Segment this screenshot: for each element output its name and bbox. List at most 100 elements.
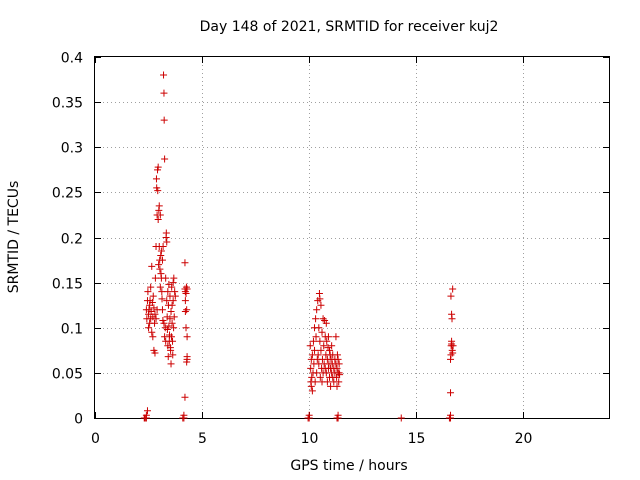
data-point bbox=[163, 326, 171, 334]
data-point bbox=[169, 351, 177, 359]
data-point bbox=[181, 393, 189, 401]
y-tick-label: 0.05 bbox=[52, 367, 83, 383]
data-point bbox=[156, 211, 164, 219]
data-point bbox=[159, 243, 167, 251]
data-point bbox=[160, 116, 168, 124]
data-point bbox=[156, 265, 164, 273]
data-point bbox=[162, 274, 170, 282]
data-point bbox=[183, 285, 191, 293]
data-point bbox=[449, 342, 457, 350]
data-point bbox=[316, 337, 324, 345]
data-point bbox=[309, 337, 317, 345]
data-point bbox=[311, 346, 319, 354]
data-point bbox=[317, 301, 325, 309]
data-point bbox=[183, 306, 191, 314]
data-point bbox=[158, 256, 166, 264]
y-tick-label: 0.1 bbox=[61, 322, 83, 338]
plot-frame bbox=[94, 56, 610, 419]
x-axis-label: GPS time / hours bbox=[290, 458, 407, 474]
data-point bbox=[171, 288, 179, 296]
data-point bbox=[324, 333, 332, 341]
data-point bbox=[152, 315, 160, 323]
data-point bbox=[169, 279, 177, 287]
chart-title: Day 148 of 2021, SRMTID for receiver kuj… bbox=[200, 19, 499, 35]
y-axis-label: SRMTID / TECUs bbox=[6, 181, 22, 294]
data-point bbox=[307, 355, 315, 363]
data-point bbox=[145, 324, 153, 332]
data-point bbox=[323, 378, 331, 386]
data-point bbox=[167, 308, 175, 316]
data-point bbox=[448, 315, 456, 323]
data-point bbox=[151, 274, 159, 282]
y-tick-label: 0.15 bbox=[52, 277, 83, 293]
data-point bbox=[182, 283, 190, 291]
data-point bbox=[181, 259, 189, 267]
x-axis: 0 5 10 15 20 bbox=[91, 57, 532, 447]
data-point bbox=[180, 411, 188, 419]
data-point bbox=[168, 283, 176, 291]
y-tick-label: 0.35 bbox=[52, 96, 83, 112]
data-point bbox=[333, 351, 341, 359]
y-tick-label: 0.3 bbox=[61, 141, 83, 157]
data-point bbox=[169, 337, 177, 345]
data-point bbox=[163, 238, 171, 246]
data-point bbox=[305, 411, 313, 419]
data-point bbox=[313, 306, 321, 314]
data-point bbox=[154, 215, 162, 223]
data-point bbox=[168, 301, 176, 309]
data-point bbox=[157, 252, 165, 260]
data-point bbox=[307, 382, 315, 390]
data-point bbox=[152, 175, 160, 183]
data-point bbox=[182, 324, 190, 332]
data-point bbox=[307, 364, 315, 372]
data-point bbox=[447, 292, 455, 300]
data-point bbox=[147, 283, 155, 291]
data-point bbox=[163, 297, 171, 305]
data-point bbox=[308, 387, 316, 395]
data-point bbox=[150, 304, 158, 312]
data-point bbox=[171, 292, 179, 300]
data-point bbox=[158, 288, 166, 296]
data-point bbox=[447, 411, 455, 419]
data-point bbox=[166, 315, 174, 323]
data-points bbox=[140, 71, 457, 422]
data-point bbox=[333, 364, 341, 372]
x-tick-label: 20 bbox=[515, 431, 533, 447]
y-tick-label: 0.2 bbox=[61, 232, 83, 248]
x-tick-label: 10 bbox=[301, 431, 319, 447]
x-tick-label: 5 bbox=[198, 431, 207, 447]
data-point bbox=[315, 324, 323, 332]
data-point bbox=[151, 319, 159, 327]
data-point bbox=[158, 295, 166, 303]
data-point bbox=[168, 319, 176, 327]
data-point bbox=[326, 346, 334, 354]
data-point bbox=[320, 342, 328, 350]
data-point bbox=[144, 288, 152, 296]
data-point bbox=[182, 289, 190, 297]
y-tick-label: 0 bbox=[74, 412, 83, 428]
data-point bbox=[447, 389, 455, 397]
data-point bbox=[156, 283, 164, 291]
data-point bbox=[149, 333, 157, 341]
data-point bbox=[312, 333, 320, 341]
data-point bbox=[335, 378, 343, 386]
data-point bbox=[318, 328, 326, 336]
y-axis: 0 0.05 0.1 0.15 0.2 0.25 0.3 0.35 0.4 bbox=[52, 51, 609, 428]
grid bbox=[95, 57, 609, 418]
data-point bbox=[313, 369, 321, 377]
data-point bbox=[161, 155, 169, 163]
data-point bbox=[169, 297, 177, 305]
data-point bbox=[319, 315, 327, 323]
x-tick-label: 15 bbox=[408, 431, 426, 447]
data-point bbox=[333, 382, 341, 390]
data-point bbox=[448, 340, 456, 348]
data-point bbox=[449, 349, 457, 357]
data-point bbox=[332, 333, 340, 341]
data-point bbox=[323, 337, 331, 345]
data-point bbox=[311, 378, 319, 386]
data-point bbox=[167, 346, 175, 354]
data-point bbox=[148, 298, 156, 306]
data-point bbox=[322, 319, 330, 327]
data-point bbox=[149, 292, 157, 300]
